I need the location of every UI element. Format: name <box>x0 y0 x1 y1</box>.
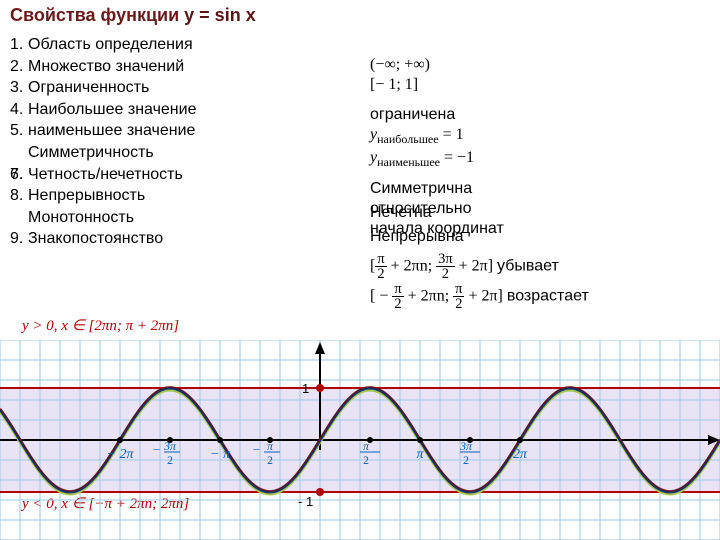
property-label: наименьшее значение <box>28 122 195 139</box>
property-label: Область определения <box>28 36 193 53</box>
answer-range: [− 1; 1] <box>370 76 710 94</box>
properties-list: 1. Область определения 2. Множество значени… <box>10 34 350 250</box>
svg-text:3π: 3π <box>163 439 177 453</box>
monotone-decreasing: [π2 + 2πn; 3π2 + 2π] убывает <box>370 252 559 282</box>
svg-text:2π: 2π <box>513 447 528 462</box>
property-number: 3. <box>10 77 23 99</box>
property-item: Симметричность <box>10 142 350 164</box>
property-number: 4. <box>10 99 23 121</box>
svg-text:2: 2 <box>363 453 369 467</box>
answer-bounded: ограничена <box>370 106 710 124</box>
monotone-increasing: [ − π2 + 2πn; π2 + 2π] возрастает <box>370 282 589 312</box>
answer-ymax: yнаибольшее = 1 <box>370 126 710 147</box>
property-item: 4. Наибольшее значение <box>10 99 350 121</box>
answer-parity: Нечетна <box>370 204 432 222</box>
svg-text:2: 2 <box>463 453 469 467</box>
svg-text:2: 2 <box>167 453 173 467</box>
svg-text:π: π <box>416 447 424 462</box>
property-item: 2. Множество значений <box>10 56 350 78</box>
property-label: Наибольшее значение <box>28 101 196 118</box>
property-item: 3. Ограниченность <box>10 77 350 99</box>
property-number: 5. <box>10 120 23 142</box>
property-number: 7. <box>10 164 23 186</box>
svg-text:3π: 3π <box>459 439 473 453</box>
property-number: 8. <box>10 185 23 207</box>
svg-text:− 2π: − 2π <box>107 447 135 462</box>
property-label: Непрерывность <box>28 187 145 204</box>
title-prefix: Свойства функции <box>10 5 184 25</box>
property-number: 9. <box>10 228 23 250</box>
property-item: Монотонность <box>10 207 350 229</box>
property-item: 7. Четность/нечетность <box>10 164 350 186</box>
answer-ymin: yнаименьшее = −1 <box>370 149 710 170</box>
property-number: 1. <box>10 34 23 56</box>
property-item: 8. Непрерывность <box>10 185 350 207</box>
property-number: 2. <box>10 56 23 78</box>
svg-text:π: π <box>363 439 370 453</box>
svg-text:−: − <box>152 442 161 457</box>
property-item: 1. Область определения <box>10 34 350 56</box>
sign-positive: y > 0, x ∈ [2πn; π + 2πn] <box>22 316 179 335</box>
property-label: Знакопостоянство <box>28 230 163 247</box>
property-label: Симметричность <box>28 144 154 161</box>
answer-continuity: Непрерывна <box>370 228 464 246</box>
svg-text:−: − <box>252 442 261 457</box>
property-label: Ограниченность <box>28 79 149 96</box>
svg-text:− π: − π <box>210 447 231 462</box>
answer-symmetry1: Симметрична <box>370 180 710 198</box>
svg-text:π: π <box>267 439 274 453</box>
svg-text:- 1: - 1 <box>298 494 313 509</box>
property-item: 5. наименьшее значение <box>10 120 350 142</box>
answers-column: (−∞; +∞) [− 1; 1] ограничена yнаибольшее… <box>370 56 710 240</box>
svg-text:2: 2 <box>267 453 273 467</box>
svg-text:1: 1 <box>302 381 309 396</box>
sine-chart: 1- 1− 2π− 3π2− π− π2π2π3π22π <box>0 340 720 540</box>
title-function: y = sin x <box>184 5 256 25</box>
property-label: Монотонность <box>28 209 134 226</box>
property-label: Множество значений <box>28 58 184 75</box>
answer-domain: (−∞; +∞) <box>370 56 710 74</box>
page-title: Свойства функции y = sin x <box>10 6 310 26</box>
property-label: Четность/нечетность <box>28 166 183 183</box>
property-item: 9. Знакопостоянство <box>10 228 350 250</box>
